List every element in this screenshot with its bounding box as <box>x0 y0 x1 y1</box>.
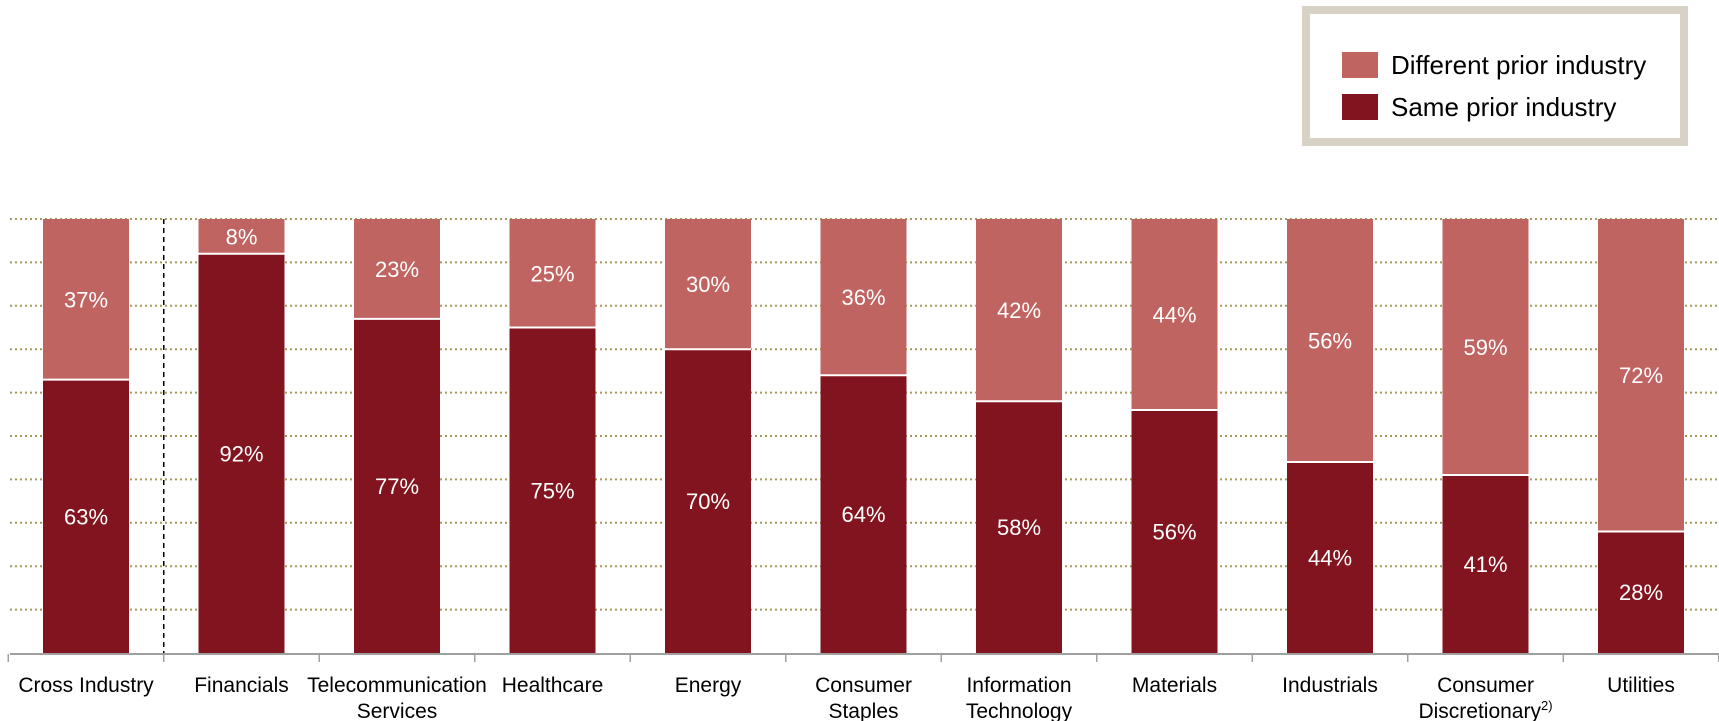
bar-different-prior-industry <box>820 219 907 376</box>
bar-same-prior-industry <box>820 375 907 653</box>
data-label-different: 8% <box>226 224 258 249</box>
legend-label-same: Same prior industry <box>1391 91 1617 122</box>
bar-different-prior-industry <box>1442 219 1529 476</box>
bar-different-prior-industry <box>43 219 129 380</box>
data-label-same: 41% <box>1463 552 1507 577</box>
data-label-different: 23% <box>375 257 419 282</box>
bar-different-prior-industry <box>1598 219 1684 532</box>
x-tick-label: Telecommunication Services <box>307 674 487 721</box>
bar-same-prior-industry <box>354 318 440 653</box>
x-tick-label: Cross Industry <box>18 674 154 697</box>
data-label-different: 56% <box>1308 329 1352 354</box>
x-tick-label: Utilities <box>1607 674 1675 697</box>
bar-different-prior-industry <box>665 219 751 350</box>
data-label-same: 56% <box>1152 519 1196 544</box>
bar-different-prior-industry <box>1287 219 1373 463</box>
legend-swatch-same <box>1342 94 1378 120</box>
legend-label-different: Different prior industry <box>1391 49 1647 80</box>
x-tick-label: Materials <box>1132 674 1217 697</box>
data-label-different: 42% <box>997 298 1041 323</box>
data-label-same: 64% <box>841 502 885 527</box>
x-tick-label: Financials <box>194 674 289 697</box>
data-label-same: 63% <box>64 504 108 529</box>
data-label-different: 72% <box>1619 363 1663 388</box>
data-label-different: 25% <box>530 261 574 286</box>
x-tick-label: Energy <box>675 674 742 697</box>
data-label-same: 92% <box>219 441 263 466</box>
x-tick-label: Healthcare <box>502 674 604 697</box>
bar-same-prior-industry <box>1287 462 1373 653</box>
data-label-same: 58% <box>997 515 1041 540</box>
bar-different-prior-industry <box>198 219 285 254</box>
bar-same-prior-industry <box>198 253 285 653</box>
x-axis <box>7 219 1719 662</box>
bar-same-prior-industry <box>1598 531 1684 653</box>
legend-item-different: Different prior industry <box>1342 49 1647 80</box>
data-label-same: 75% <box>530 478 574 503</box>
data-label-same: 44% <box>1308 546 1352 571</box>
legend-swatch-different <box>1342 52 1378 78</box>
x-tick-labels: Cross Industry Financials Telecommunicatio… <box>18 674 1675 721</box>
bar-same-prior-industry <box>43 379 129 653</box>
bar-same-prior-industry <box>509 327 596 653</box>
legend-item-same: Same prior industry <box>1342 91 1617 122</box>
data-label-different: 36% <box>841 285 885 310</box>
data-label-different: 30% <box>686 272 730 297</box>
x-tick-label: Consumer Staples <box>815 674 912 721</box>
data-label-different: 44% <box>1152 302 1196 327</box>
data-label-different: 37% <box>64 287 108 312</box>
x-tick-label: Consumer Discretionary2) <box>1418 674 1552 721</box>
bars: 63% 37% 92% 8% 77% 23% 75% 25% 70% 30% 64% 36% 58% 42… <box>43 219 1684 653</box>
bar-same-prior-industry <box>1442 475 1529 653</box>
legend: Different prior industry Same prior indu… <box>1302 6 1688 146</box>
x-tick-label: Information Technology <box>966 674 1073 721</box>
x-tick-label: Industrials <box>1282 674 1378 697</box>
bar-different-prior-industry <box>1131 219 1218 410</box>
data-label-different: 59% <box>1463 335 1507 360</box>
data-label-same: 28% <box>1619 580 1663 605</box>
bar-different-prior-industry <box>509 219 596 328</box>
bar-same-prior-industry <box>665 349 751 653</box>
data-label-same: 77% <box>375 474 419 499</box>
bar-different-prior-industry <box>354 219 440 319</box>
bar-different-prior-industry <box>976 219 1062 402</box>
bar-same-prior-industry <box>976 401 1062 653</box>
data-label-same: 70% <box>686 489 730 514</box>
bar-same-prior-industry <box>1131 409 1218 653</box>
